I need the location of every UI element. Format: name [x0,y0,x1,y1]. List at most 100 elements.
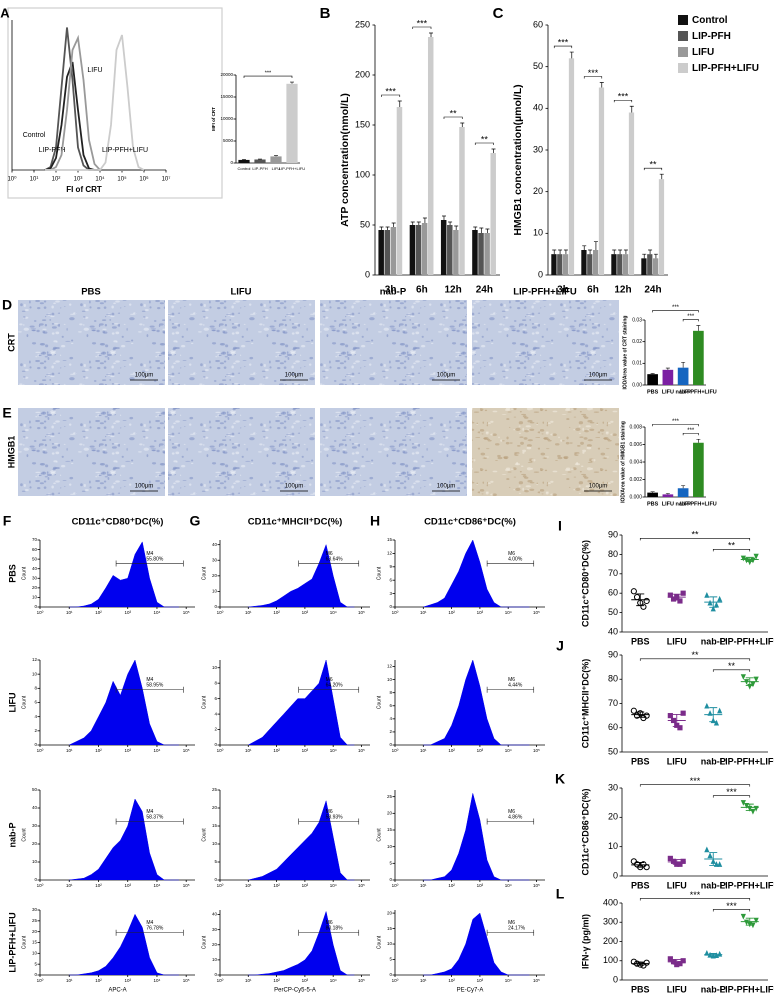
y-tick-label: 0 [214,604,217,609]
y-tick-label: 30 [32,907,38,912]
panel-label: E [2,405,11,421]
y-tick-label: 50 [608,607,618,617]
x-tick-label: 10² [273,978,280,983]
sd-whisker [709,953,718,957]
sd-whisker [636,711,645,718]
error-bar [618,249,623,255]
data-point [677,598,683,604]
x-tick-label: 10⁵ [533,883,540,888]
error-bar [599,82,604,88]
y-tick-label: 0.01 [632,361,642,367]
significance-label: ** [691,650,699,660]
x-tick-label: 24h [476,285,493,296]
sd-whisker [745,556,754,563]
y-tick-label: 4 [389,716,392,721]
data-point [717,707,723,714]
sd-whisker [745,677,754,687]
x-tick-label: 10⁰ [37,610,44,615]
significance-label: ** [450,108,458,118]
y-axis-label: Count [21,935,27,949]
x-tick-label: 10⁵ [533,610,540,615]
panel-label: K [555,771,565,787]
significance-label: ** [728,541,736,551]
y-tick-label: 0 [214,877,217,882]
y-tick-label: 12 [32,657,38,662]
y-tick-label: 20000 [220,72,233,77]
gate-name: M4 [146,677,153,683]
y-tick-label: 0 [538,269,543,279]
gate-percent: 80.18% [326,926,344,932]
row-label: HMGB1 [6,436,16,469]
y-tick-label: 80 [608,674,618,684]
column-title: CD11c⁺CD86⁺DC(%) [424,517,516,528]
data-point [640,603,647,610]
gate-name: M4 [146,920,153,926]
y-tick-label: 400 [603,897,618,907]
significance-bracket [712,909,751,912]
bar [598,87,605,275]
histogram-area [69,798,179,881]
y-tick-label: 10 [387,844,393,849]
error-bar [582,245,587,250]
bar [693,442,704,497]
error-bar [696,438,701,443]
y-axis-label: Count [376,828,382,842]
data-point [704,592,710,598]
error-bar [665,493,670,495]
significance-bracket [553,45,573,49]
gate-name: M6 [326,920,333,926]
bar [390,227,397,275]
x-tick-label: 10¹ [420,748,427,753]
x-tick-label: LIP-PFH+LIFU [680,389,717,395]
gate-percent: 58.93% [326,814,344,820]
x-tick-label: 10⁴ [330,978,337,983]
x-tick-label: 10⁰ [392,978,399,983]
micrograph [472,300,619,385]
bar [551,254,557,275]
y-tick-label: 20 [608,812,618,822]
row-label: CRT [6,333,16,352]
x-tick-label: 10⁴ [330,610,337,615]
significance-bracket [613,99,633,103]
bar [238,159,250,163]
data-point [704,846,710,853]
error-bar [558,249,563,255]
y-axis-label: CD11c⁺CD80⁺DC(%) [580,540,590,627]
curve-label: LIP-PFH [39,147,66,154]
significance-bracket [712,669,751,672]
x-tick-label: 10¹ [245,748,252,753]
significance-bracket [474,142,494,145]
y-axis-label: Count [201,828,207,842]
x-tick-label: 10⁵ [533,748,540,753]
column-title: PBS [81,287,101,298]
x-tick-label: 10⁰ [392,883,399,888]
x-tick-label: 10⁰ [217,978,224,983]
x-tick-label: 10³ [477,610,484,615]
data-point [680,958,686,964]
bar [396,107,403,275]
y-tick-label: 10 [387,677,393,682]
y-tick-label: 30 [212,557,218,562]
significance-label: *** [588,68,599,78]
y-tick-label: 10 [212,841,218,846]
gate-name: M6 [508,809,515,815]
x-tick-label: LIFU [667,756,687,766]
x-tick-label: 10⁰ [217,883,224,888]
sd-whisker [672,859,681,865]
bar [693,330,704,385]
error-bar [665,367,670,370]
histogram-area [69,541,179,608]
error-bar [648,249,653,255]
y-tick-label: 40 [32,566,38,571]
y-axis-label: Count [201,935,207,949]
x-tick-label: 10⁴ [153,978,160,983]
error-bar [593,241,598,250]
y-tick-label: 0.008 [629,424,642,430]
legend-swatch [678,15,688,25]
error-bar [623,249,628,255]
significance-bracket [243,75,293,79]
data-point [717,950,723,957]
y-axis-label: CD11c⁺CD86⁺DC(%) [580,788,590,875]
data-point [667,713,673,719]
